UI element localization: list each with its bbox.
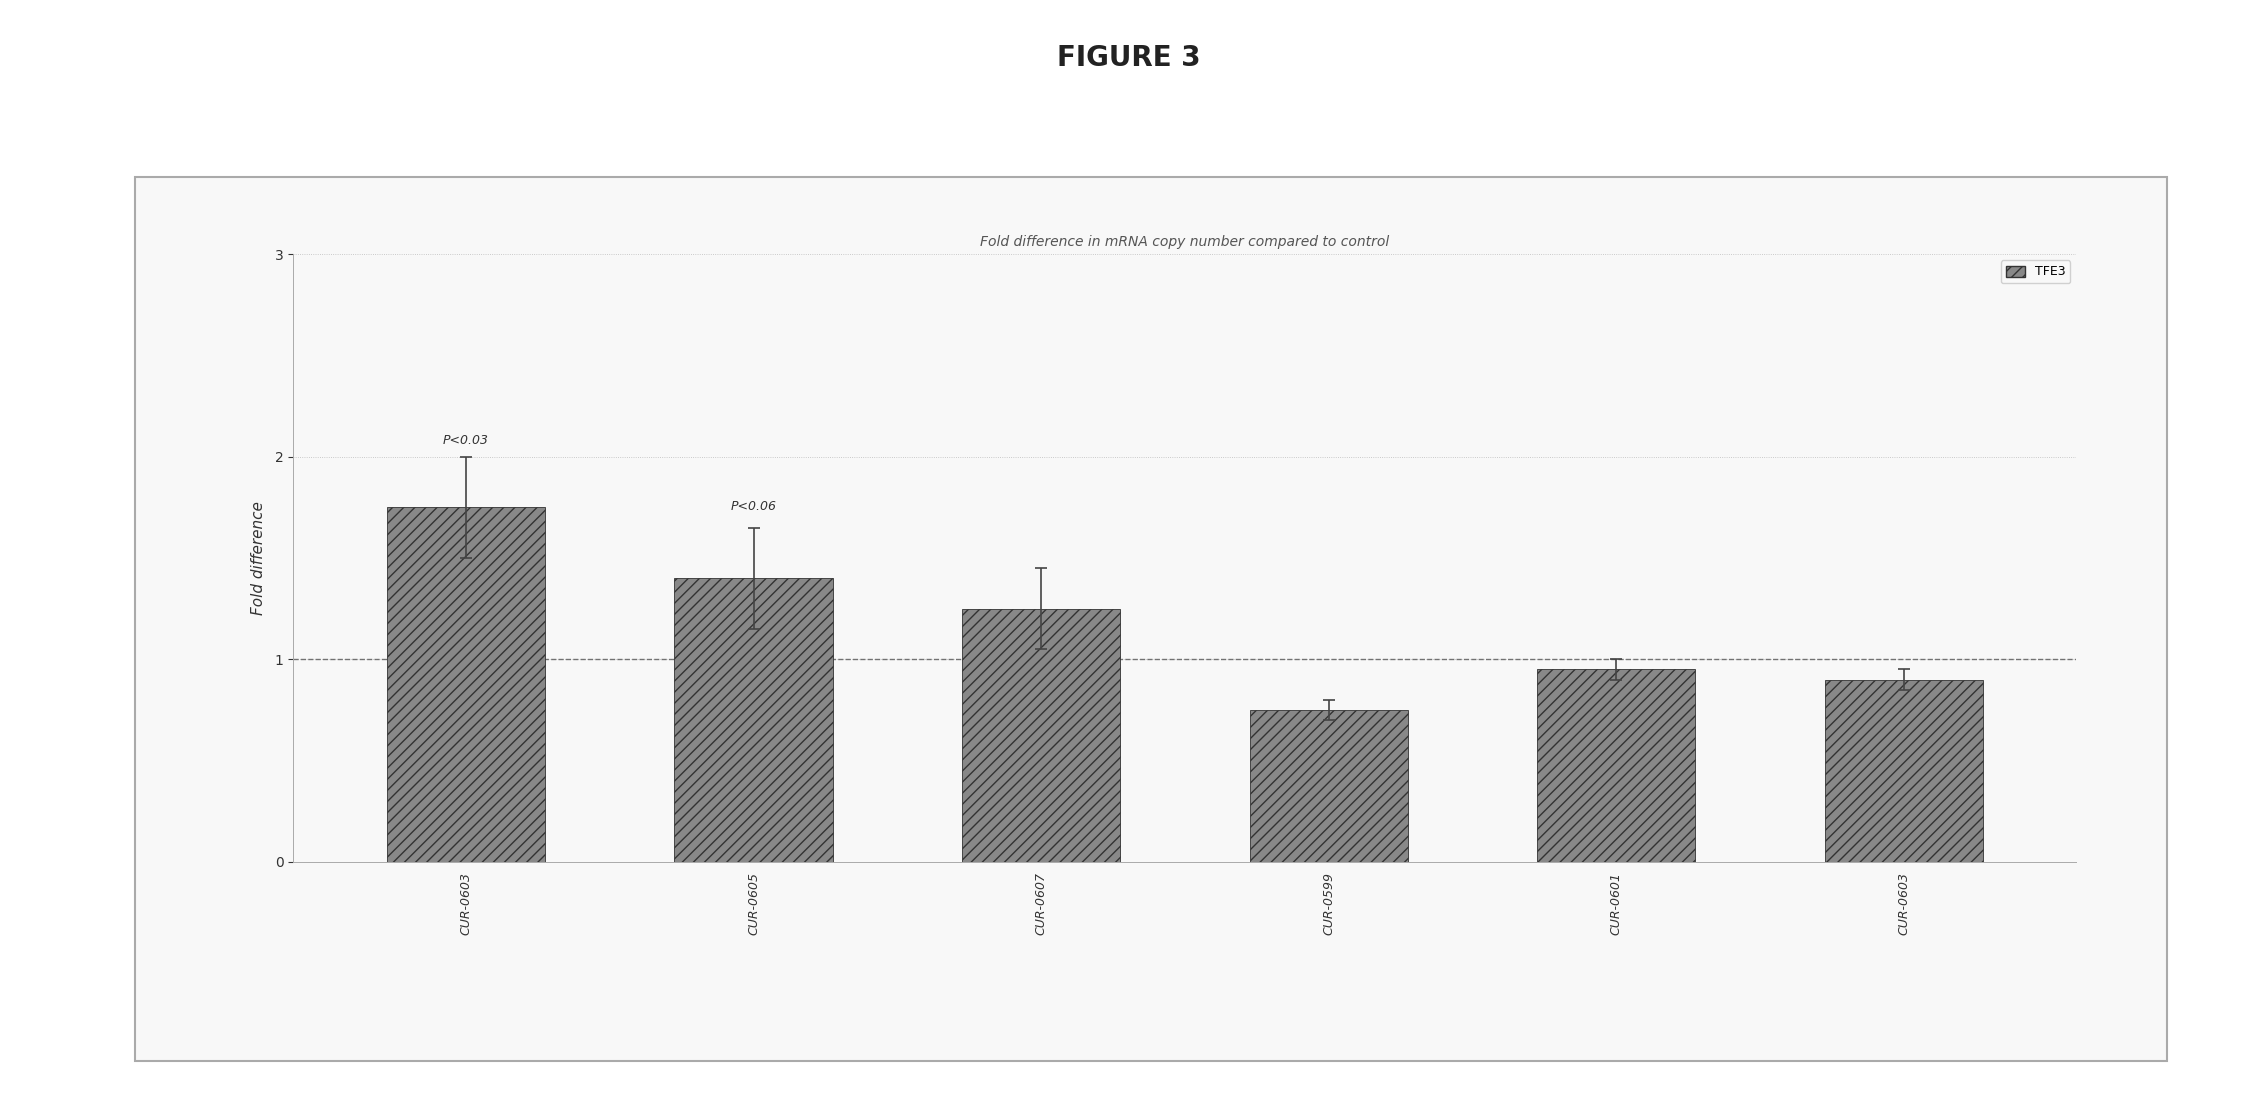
Y-axis label: Fold difference: Fold difference	[251, 501, 266, 615]
Bar	[386, 507, 544, 862]
Bar	[1537, 670, 1695, 862]
Bar	[1826, 680, 1984, 862]
Text: FIGURE 3: FIGURE 3	[1056, 44, 1201, 72]
Bar	[1250, 709, 1408, 862]
Legend: TFE3: TFE3	[2000, 261, 2070, 283]
Title: Fold difference in mRNA copy number compared to control: Fold difference in mRNA copy number comp…	[980, 235, 1390, 249]
Text: P<0.03: P<0.03	[442, 433, 490, 446]
Bar	[961, 609, 1119, 862]
Text: P<0.06: P<0.06	[731, 501, 776, 514]
Bar	[675, 578, 833, 862]
